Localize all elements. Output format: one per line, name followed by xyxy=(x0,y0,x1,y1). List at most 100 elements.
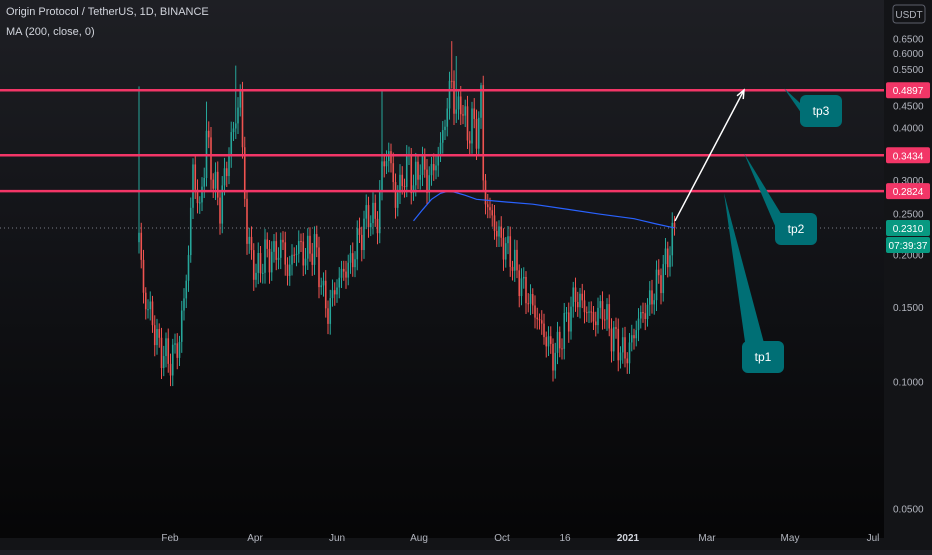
candle-body xyxy=(482,85,485,181)
candle-body xyxy=(363,218,365,251)
candle-body xyxy=(511,266,514,271)
candle-body xyxy=(365,205,368,219)
candle-body xyxy=(273,241,275,252)
candle-body xyxy=(340,268,343,278)
candle-body xyxy=(320,285,323,288)
candle-body xyxy=(234,123,237,129)
candle-body xyxy=(192,164,194,208)
candle-body xyxy=(318,247,320,288)
candle-body xyxy=(309,235,311,254)
candle-body xyxy=(171,344,174,376)
candle-body xyxy=(176,343,179,358)
candle-body xyxy=(345,271,347,278)
candle-body xyxy=(558,331,561,349)
candle-body xyxy=(322,280,325,286)
x-tick-label: Jun xyxy=(329,533,345,544)
candle-body xyxy=(376,218,379,234)
y-tick-label: 0.4500 xyxy=(893,102,924,113)
candle-body xyxy=(441,130,444,143)
candle-body xyxy=(160,337,163,369)
candle-body xyxy=(284,242,287,265)
candle-body xyxy=(405,155,408,187)
callout-tp3[interactable] xyxy=(800,95,842,127)
candle-body xyxy=(243,147,246,199)
callout-tp1[interactable] xyxy=(742,341,784,373)
candle-body xyxy=(644,313,647,319)
candle-body xyxy=(297,241,300,254)
candle-body xyxy=(261,272,264,274)
candle-body xyxy=(300,241,302,243)
candle-body xyxy=(313,234,316,265)
candle-body xyxy=(286,264,289,276)
candle-body xyxy=(489,207,491,211)
candle-body xyxy=(473,108,476,119)
candle-body xyxy=(536,317,539,320)
candle-body xyxy=(423,155,426,170)
candle-body xyxy=(399,174,401,193)
candle-body xyxy=(428,175,431,193)
projection-arrow[interactable] xyxy=(674,89,745,222)
candle-body xyxy=(169,363,172,376)
candle-body xyxy=(216,171,219,198)
candle-body xyxy=(581,293,584,301)
candle-body xyxy=(282,239,284,243)
candle-body xyxy=(212,179,215,189)
callout-label: tp1 xyxy=(755,350,772,364)
candle-body xyxy=(466,106,469,141)
candle-body xyxy=(522,276,525,279)
candle-body xyxy=(342,268,345,272)
candle-body xyxy=(655,269,658,301)
candle-body xyxy=(214,171,217,189)
candle-body xyxy=(250,236,253,251)
candle-body xyxy=(642,312,644,314)
candle-body xyxy=(626,358,629,364)
candle-body xyxy=(446,108,449,127)
candle-body xyxy=(185,280,188,299)
candle-body xyxy=(356,228,359,260)
candle-body xyxy=(664,248,667,265)
candle-body xyxy=(291,254,293,265)
candle-body xyxy=(255,272,257,280)
y-tick-label: 0.5500 xyxy=(893,65,924,76)
candle-body xyxy=(651,290,653,305)
level-price-tag xyxy=(886,147,930,164)
candle-body xyxy=(360,234,363,251)
indicator-label[interactable]: MA (200, close, 0) xyxy=(6,26,95,38)
candle-body xyxy=(156,329,158,346)
moving-average-line[interactable] xyxy=(413,190,675,229)
candle-body xyxy=(198,202,201,204)
candle-body xyxy=(412,185,415,194)
callout-tp2[interactable] xyxy=(775,213,817,245)
candle-body xyxy=(635,330,638,339)
candle-body xyxy=(563,312,566,349)
candle-body xyxy=(624,337,626,359)
y-tick-label: 0.2500 xyxy=(893,209,924,220)
candle-body xyxy=(504,243,507,260)
candle-body xyxy=(666,248,669,268)
candle-body xyxy=(545,337,548,347)
candle-body xyxy=(518,270,521,297)
candle-body xyxy=(592,311,595,322)
candle-body xyxy=(246,198,248,244)
candle-body xyxy=(385,161,388,167)
candle-body xyxy=(394,182,397,208)
candle-body xyxy=(498,226,500,237)
currency-box[interactable] xyxy=(892,4,926,24)
y-tick-label: 0.4000 xyxy=(893,123,924,134)
candle-body xyxy=(673,222,676,228)
candle-body xyxy=(637,318,640,331)
candle-body xyxy=(594,321,597,326)
candle-body xyxy=(484,180,487,205)
candle-body xyxy=(615,327,617,329)
candle-body xyxy=(241,91,244,148)
level-price-label: 0.2824 xyxy=(893,187,924,198)
level-price-tag xyxy=(886,82,930,99)
candle-body xyxy=(502,237,505,260)
candle-body xyxy=(561,348,563,350)
candle-body xyxy=(529,294,532,304)
time-axis[interactable] xyxy=(0,538,884,550)
candle-body xyxy=(369,223,372,228)
candle-body xyxy=(660,275,662,294)
